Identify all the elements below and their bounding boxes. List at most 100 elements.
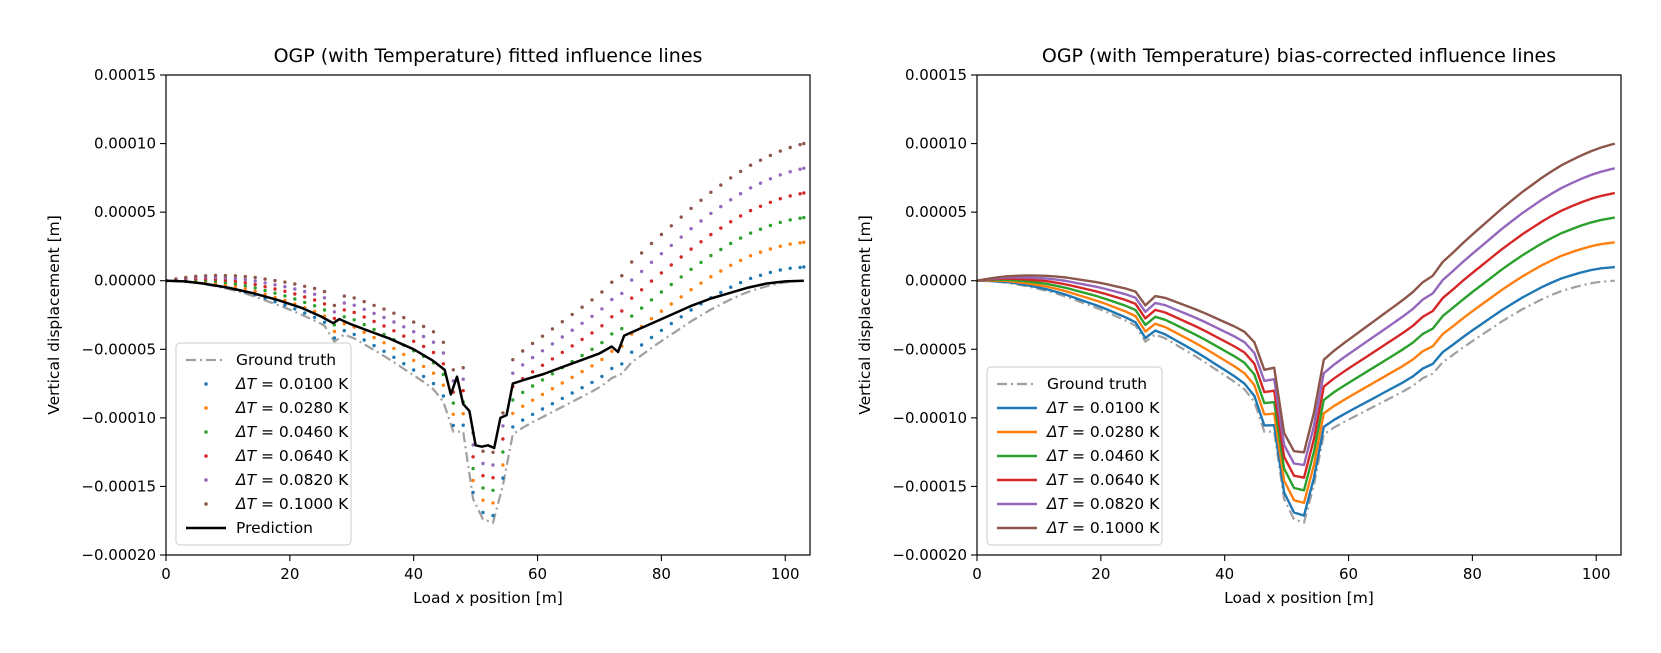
legend: Ground truth ΔT = 0.0100 K ΔT = 0.0280 K ΔT…	[175, 342, 352, 546]
data-point	[669, 263, 673, 267]
data-point	[184, 275, 188, 280]
data-point	[203, 274, 208, 278]
data-point	[738, 258, 743, 263]
data-point	[362, 299, 366, 304]
data-point	[392, 355, 396, 359]
y-tick-label: −0.00005	[81, 340, 156, 358]
data-point	[689, 206, 693, 211]
series-t-0-1000-k-line	[977, 142, 1616, 454]
legend-item: ΔT = 0.0640 K	[204, 447, 349, 465]
data-point	[293, 297, 297, 301]
data-point	[560, 335, 564, 339]
legend-label: Ground truth	[1047, 375, 1147, 393]
data-point	[293, 287, 297, 291]
data-point	[768, 200, 773, 204]
data-point	[412, 368, 416, 372]
x-tick-label: 20	[1091, 565, 1110, 583]
chart-title: OGP (with Temperature) fitted influence …	[274, 45, 703, 67]
series-t-0-0280-k-line	[977, 241, 1615, 505]
data-point	[570, 328, 574, 332]
data-point	[729, 198, 733, 202]
x-tick-label: 40	[1215, 565, 1234, 583]
data-point	[243, 281, 247, 285]
legend-marker	[204, 382, 208, 386]
data-point	[748, 163, 753, 167]
data-point	[263, 281, 267, 285]
x-tick-label: 100	[1582, 565, 1611, 583]
data-point	[481, 474, 485, 478]
legend-item: ΔT = 0.0280 K	[997, 423, 1160, 441]
data-point	[372, 327, 376, 332]
data-point	[501, 424, 505, 428]
x-tick-label: 0	[161, 565, 171, 583]
data-point	[778, 244, 782, 248]
data-point	[491, 450, 495, 454]
data-point	[194, 274, 198, 278]
data-point	[501, 476, 505, 480]
data-point	[768, 270, 773, 275]
data-point	[669, 282, 673, 287]
data-point	[352, 310, 356, 315]
data-point	[798, 241, 802, 245]
data-point	[293, 282, 297, 286]
data-point	[550, 357, 555, 361]
legend-item: ΔT = 0.1000 K	[997, 519, 1160, 537]
data-point	[481, 449, 485, 453]
data-point	[441, 362, 446, 366]
legend-item: ΔT = 0.0820 K	[204, 471, 349, 489]
data-point	[441, 351, 446, 355]
data-point	[719, 183, 723, 187]
data-point	[679, 295, 683, 299]
data-point	[729, 176, 733, 180]
data-point	[620, 309, 624, 313]
data-point	[689, 267, 693, 271]
data-point	[421, 364, 426, 369]
data-point	[501, 450, 505, 454]
data-point	[303, 284, 307, 288]
data-point	[471, 490, 475, 495]
data-point	[461, 366, 465, 370]
data-point	[332, 310, 337, 314]
data-point	[570, 312, 574, 317]
series-t-0-0280-k-points	[166, 240, 806, 505]
data-point	[362, 322, 366, 327]
axes-frame	[976, 74, 1622, 556]
data-point	[669, 302, 673, 306]
legend-label: ΔT = 0.0280 K	[235, 399, 349, 417]
data-point	[471, 443, 475, 447]
data-point	[689, 247, 693, 251]
data-point	[540, 363, 545, 367]
data-point	[580, 353, 584, 358]
data-point	[283, 303, 287, 307]
data-point	[560, 396, 564, 401]
data-point	[550, 387, 555, 391]
data-point	[560, 381, 564, 385]
data-point	[481, 498, 485, 502]
data-point	[233, 279, 238, 283]
data-point	[580, 321, 584, 325]
data-point	[798, 192, 802, 196]
legend-marker	[204, 478, 208, 482]
plot-area	[166, 141, 806, 525]
data-point	[778, 220, 782, 225]
data-point	[223, 273, 228, 278]
legend-label: ΔT = 0.1000 K	[1046, 519, 1160, 537]
data-point	[699, 260, 703, 265]
data-point	[679, 215, 683, 219]
data-point	[431, 371, 436, 375]
data-point	[253, 279, 257, 283]
data-point	[778, 268, 782, 272]
data-point	[530, 384, 535, 388]
plot-area	[977, 142, 1616, 525]
series-t-0-0460-k-line	[977, 216, 1615, 492]
legend-marker	[204, 430, 208, 434]
data-point	[431, 340, 436, 344]
legend-label: ΔT = 0.0100 K	[1046, 399, 1160, 417]
data-point	[669, 321, 673, 326]
data-point	[283, 289, 287, 293]
legend-label: ΔT = 0.0460 K	[1046, 447, 1160, 465]
data-point	[590, 364, 594, 368]
series-t-0-0820-k-line	[977, 167, 1616, 467]
data-point	[303, 289, 307, 294]
data-point	[649, 260, 654, 264]
